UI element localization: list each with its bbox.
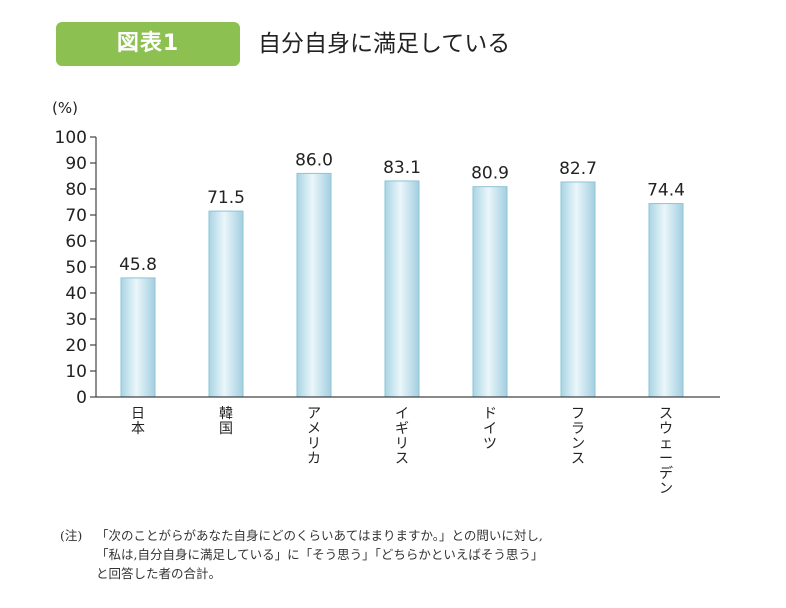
y-tick-label: 10 — [65, 362, 87, 382]
category-label: 日本 — [131, 406, 145, 437]
footnote-line: 「次のことがらがあなた自身にどのくらいあてはまりますか。」との問いに対し, — [96, 528, 543, 543]
bar — [648, 203, 684, 398]
y-tick-label: 80 — [65, 180, 87, 200]
bar — [208, 210, 244, 398]
footnote-row-3: と回答した者の合計。 — [60, 564, 760, 583]
bar — [120, 277, 156, 398]
value-labels: 45.8 71.5 86.0 83.1 80.9 82.7 74.4 — [119, 150, 685, 275]
bar-value-label: 80.9 — [471, 164, 509, 184]
category-labels: 日本 韓国 アメリカ イギリス ドイツ フランス スウェーデン — [131, 406, 673, 497]
bar-value-label: 45.8 — [119, 255, 157, 275]
y-tick-label: 50 — [65, 258, 87, 278]
y-axis-unit-label: (%) — [52, 99, 78, 117]
category-label: 韓国 — [219, 406, 233, 437]
bar-value-label: 71.5 — [207, 188, 245, 208]
category-label: フランス — [571, 406, 585, 467]
footnote-mark: (注) — [60, 528, 83, 543]
bar — [384, 180, 420, 398]
bar-value-label: 74.4 — [647, 181, 685, 201]
footnote-row-1: (注) 「次のことがらがあなた自身にどのくらいあてはまりますか。」との問いに対し… — [60, 526, 760, 545]
bar-value-label: 83.1 — [383, 158, 421, 178]
bar-value-label: 86.0 — [295, 150, 333, 170]
category-label: アメリカ — [307, 406, 321, 467]
bar — [296, 172, 332, 398]
y-tick-label: 0 — [76, 388, 87, 408]
category-label: ドイツ — [483, 406, 497, 452]
y-tick-label: 70 — [65, 206, 87, 226]
y-tick-label: 60 — [65, 232, 87, 252]
footnote: (注) 「次のことがらがあなた自身にどのくらいあてはまりますか。」との問いに対し… — [60, 526, 760, 583]
y-tick-label: 90 — [65, 154, 87, 174]
footnote-line: 「私は,自分自身に満足している」に「そう思う」「どちらかといえばそう思う」 — [96, 547, 544, 562]
category-label: スウェーデン — [659, 406, 673, 497]
footnote-line: と回答した者の合計。 — [96, 566, 222, 581]
bar-value-label: 82.7 — [559, 159, 597, 179]
y-tick-label: 30 — [65, 310, 87, 330]
figure-number-badge: 図表1 — [56, 22, 240, 66]
y-tick-label: 20 — [65, 336, 87, 356]
y-axis: 0 10 20 30 40 50 60 70 80 90 100 — [55, 128, 96, 408]
y-tick-label: 40 — [65, 284, 87, 304]
figure-title: 自分自身に満足している — [258, 31, 511, 57]
bars — [120, 172, 684, 398]
footnote-row-2: 「私は,自分自身に満足している」に「そう思う」「どちらかといえばそう思う」 — [60, 545, 760, 564]
category-label: イギリス — [395, 406, 409, 467]
y-tick-label: 100 — [55, 128, 87, 148]
bar — [560, 181, 596, 398]
bar — [472, 186, 508, 398]
